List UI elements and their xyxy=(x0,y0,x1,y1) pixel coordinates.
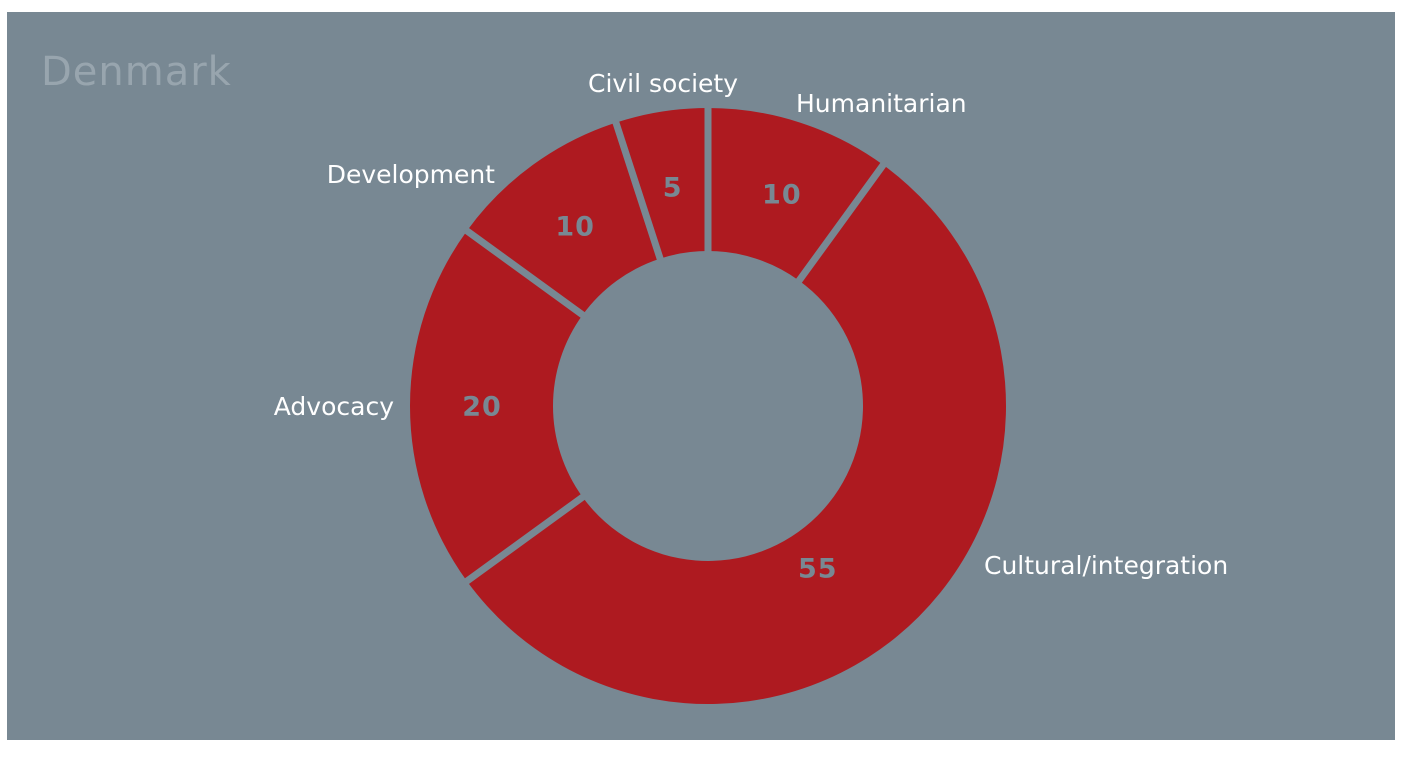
value-label-development: 10 xyxy=(555,212,595,243)
donut-slices xyxy=(410,108,1006,704)
chart-title: Denmark xyxy=(41,49,232,95)
value-label-advocacy: 20 xyxy=(462,392,502,423)
category-label-cultural-integration: Cultural/integration xyxy=(984,551,1228,580)
category-label-humanitarian: Humanitarian xyxy=(796,89,967,118)
slice-advocacy xyxy=(410,230,583,582)
separator-cultural-integration xyxy=(795,161,888,285)
slice-separators xyxy=(463,106,888,586)
category-label-development: Development xyxy=(327,160,495,189)
category-labels: Humanitarian Cultural/integration Advocacy… xyxy=(274,69,1228,580)
value-label-cultural-integration: 55 xyxy=(798,553,838,584)
value-labels: 10 55 20 10 5 xyxy=(462,172,838,584)
chart-panel: Denmark 10 55 20 10 5 Humanitarian Cultural/i… xyxy=(7,12,1395,740)
category-label-advocacy: Advocacy xyxy=(274,392,394,421)
separator-advocacy xyxy=(463,493,587,586)
value-label-civil-society: 5 xyxy=(663,172,683,203)
donut-chart: 10 55 20 10 5 Humanitarian Cultural/integrati… xyxy=(274,69,1228,704)
separator-development xyxy=(463,226,587,319)
separator-civil-society xyxy=(611,119,665,262)
category-label-civil-society: Civil society xyxy=(588,69,738,98)
slice-cultural-integration xyxy=(466,164,1006,704)
slice-development xyxy=(466,122,661,315)
value-label-humanitarian: 10 xyxy=(762,180,802,211)
slice-humanitarian xyxy=(708,108,884,281)
slice-civil-society xyxy=(615,108,708,259)
